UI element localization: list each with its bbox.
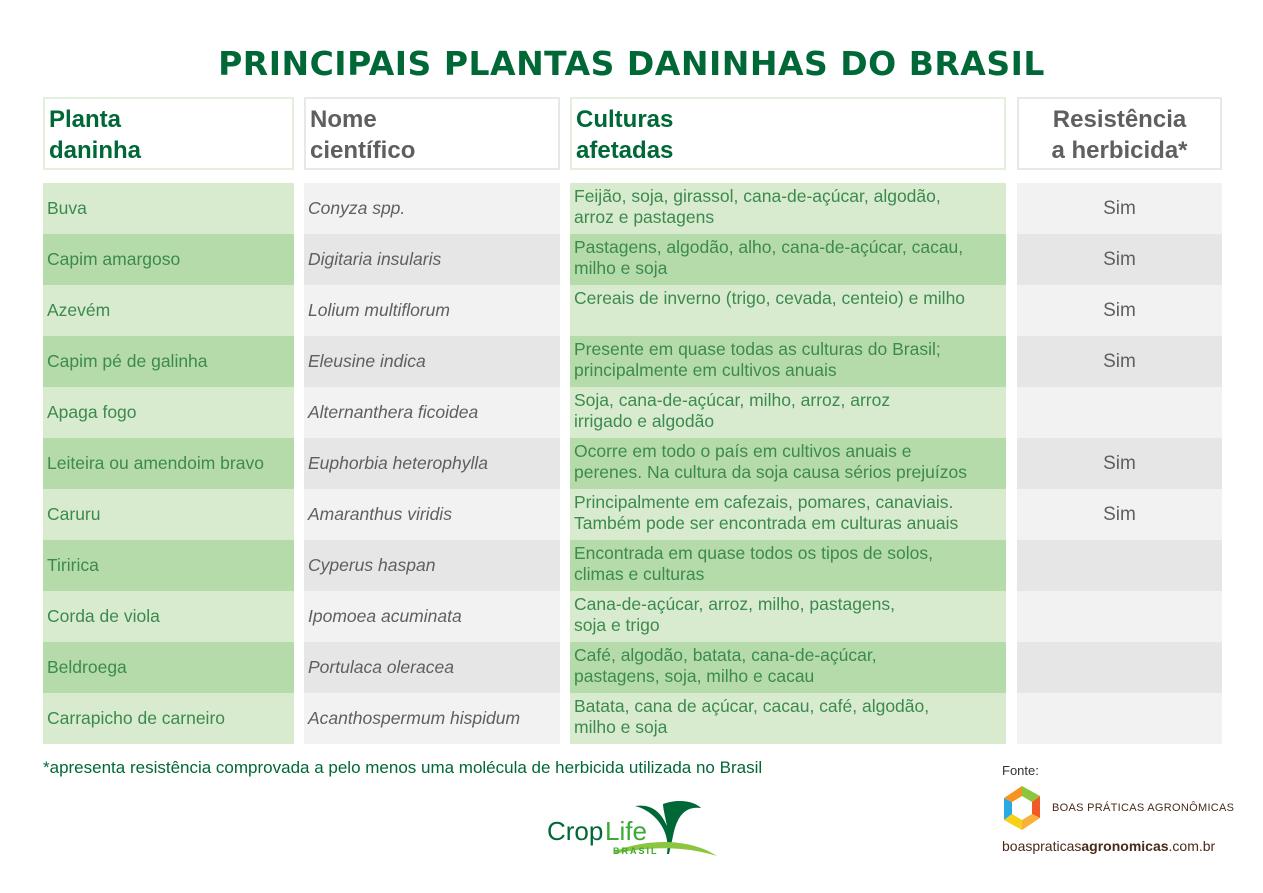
footnote: *apresenta resistência comprovada a pelo… xyxy=(43,758,763,777)
cell-culturas: Cereais de inverno (trigo, cevada, cente… xyxy=(570,285,1006,336)
cell-resistencia: Sim xyxy=(1017,183,1222,234)
source-url[interactable]: boaspraticasagronomicas.com.br xyxy=(1002,838,1215,854)
cell-culturas: Ocorre em todo o país em cultivos anuais… xyxy=(570,438,1006,489)
cell-nome: Amaranthus viridis xyxy=(304,489,560,540)
cell-culturas: Principalmente em cafezais, pomares, can… xyxy=(570,489,1006,540)
cell-line: perenes. Na cultura da soja causa sérios… xyxy=(574,462,967,482)
header-planta: Planta daninha xyxy=(43,97,294,170)
cell-line: Cana-de-açúcar, arroz, milho, pastagens, xyxy=(574,594,895,614)
header-line: a herbicida* xyxy=(1051,137,1188,164)
cell-resistencia xyxy=(1017,642,1222,693)
cell-line: Pastagens, algodão, alho, cana-de-açúcar… xyxy=(574,237,964,257)
cell-culturas: Batata, cana de açúcar, cacau, café, alg… xyxy=(570,693,1006,744)
cell-planta: Corda de viola xyxy=(43,591,294,642)
header-line: Nome xyxy=(310,106,377,133)
header-line: afetadas xyxy=(576,137,674,164)
column-culturas: Feijão, soja, girassol, cana-de-açúcar, … xyxy=(570,183,1006,744)
cell-line: Principalmente em cafezais, pomares, can… xyxy=(574,492,954,512)
cell-nome: Conyza spp. xyxy=(304,183,560,234)
header-resistencia: Resistência a herbicida* xyxy=(1017,97,1222,170)
cell-nome: Ipomoea acuminata xyxy=(304,591,560,642)
header-culturas: Culturas afetadas xyxy=(570,97,1006,170)
cell-resistencia xyxy=(1017,693,1222,744)
cell-planta: Caruru xyxy=(43,489,294,540)
cell-line: Batata, cana de açúcar, cacau, café, alg… xyxy=(574,696,930,716)
bpa-mark-icon xyxy=(1004,786,1040,830)
bpa-name: BOAS PRÁTICAS AGRONÔMICAS xyxy=(1052,802,1235,814)
page-title: PRINCIPAIS PLANTAS DANINHAS DO BRASIL xyxy=(218,44,1045,83)
header-nome: Nome científico xyxy=(304,97,560,170)
cell-resistencia xyxy=(1017,387,1222,438)
cell-resistencia: Sim xyxy=(1017,489,1222,540)
ground-arc-icon xyxy=(615,841,717,856)
cell-line: Cereais de inverno (trigo, cevada, cente… xyxy=(574,288,966,308)
cell-planta: Azevém xyxy=(43,285,294,336)
cell-nome: Alternanthera ficoidea xyxy=(304,387,560,438)
column-nome: Conyza spp. Digitaria insularis Lolium mul… xyxy=(304,183,560,744)
cell-resistencia xyxy=(1017,540,1222,591)
header-line: científico xyxy=(310,137,416,164)
cell-planta: Leiteira ou amendoim bravo xyxy=(43,438,294,489)
cell-line: Encontrada em quase todos os tipos de so… xyxy=(574,543,933,563)
cell-planta: Capim pé de galinha xyxy=(43,336,294,387)
cell-planta: Carrapicho de carneiro xyxy=(43,693,294,744)
cell-planta: Beldroega xyxy=(43,642,294,693)
cell-line: principalmente em cultivos anuais xyxy=(574,360,837,380)
cell-planta: Buva xyxy=(43,183,294,234)
cell-line: milho e soja xyxy=(574,717,668,737)
cell-nome: Cyperus haspan xyxy=(304,540,560,591)
cell-line: Também pode ser encontrada em culturas a… xyxy=(574,513,959,533)
croplife-logo: Crop Life BRASIL xyxy=(547,801,717,856)
header-line: Culturas xyxy=(576,106,674,133)
logo-crop: Crop xyxy=(547,816,603,846)
cell-line: pastagens, soja, milho e cacau xyxy=(574,666,815,686)
logo-life: Life xyxy=(605,816,647,846)
url-part: .com.br xyxy=(1168,838,1216,854)
cell-line: Feijão, soja, girassol, cana-de-açúcar, … xyxy=(574,186,941,206)
cell-line: Soja, cana-de-açúcar, milho, arroz, arro… xyxy=(574,390,891,410)
bpa-logo: BOAS PRÁTICAS AGRONÔMICAS xyxy=(1002,786,1234,830)
cell-line: milho e soja xyxy=(574,258,668,278)
header-line: Resistência xyxy=(1052,106,1187,133)
cell-nome: Acanthospermum hispidum xyxy=(304,693,560,744)
cell-culturas: Feijão, soja, girassol, cana-de-açúcar, … xyxy=(570,183,1006,234)
source-label: Fonte: xyxy=(1002,763,1039,778)
cell-planta: Capim amargoso xyxy=(43,234,294,285)
cell-planta: Apaga fogo xyxy=(43,387,294,438)
cell-resistencia: Sim xyxy=(1017,438,1222,489)
cell-nome: Euphorbia heterophylla xyxy=(304,438,560,489)
cell-line: arroz e pastagens xyxy=(574,207,715,227)
cell-resistencia: Sim xyxy=(1017,285,1222,336)
cell-resistencia xyxy=(1017,591,1222,642)
url-part: boaspraticas xyxy=(1002,838,1082,854)
cell-culturas: Pastagens, algodão, alho, cana-de-açúcar… xyxy=(570,234,1006,285)
sprout-icon xyxy=(635,801,701,854)
cell-nome: Portulaca oleracea xyxy=(304,642,560,693)
cell-line: Ocorre em todo o país em cultivos anuais… xyxy=(574,441,912,461)
cell-planta: Tiririca xyxy=(43,540,294,591)
cell-culturas: Café, algodão, batata, cana-de-açúcar, pa… xyxy=(570,642,1006,693)
header-line: daninha xyxy=(49,137,142,164)
cell-nome: Eleusine indica xyxy=(304,336,560,387)
cell-culturas: Presente em quase todas as culturas do B… xyxy=(570,336,1006,387)
cell-nome: Digitaria insularis xyxy=(304,234,560,285)
column-planta: Buva Capim amargoso Azevém Capim pé de gali… xyxy=(43,183,294,744)
cell-culturas: Encontrada em quase todos os tipos de so… xyxy=(570,540,1006,591)
cell-line: Café, algodão, batata, cana-de-açúcar, xyxy=(574,645,877,665)
cell-resistencia: Sim xyxy=(1017,234,1222,285)
url-part: agronomicas xyxy=(1081,838,1169,854)
cell-line: climas e culturas xyxy=(574,564,705,584)
cell-culturas: Cana-de-açúcar, arroz, milho, pastagens,… xyxy=(570,591,1006,642)
cell-nome: Lolium multiflorum xyxy=(304,285,560,336)
cell-line: soja e trigo xyxy=(574,615,660,635)
logo-brasil: BRASIL xyxy=(613,846,659,856)
column-resistencia: Sim Sim Sim Sim Sim Sim xyxy=(1017,183,1222,744)
header-line: Planta xyxy=(49,106,122,133)
cell-culturas: Soja, cana-de-açúcar, milho, arroz, arro… xyxy=(570,387,1006,438)
cell-line: irrigado e algodão xyxy=(574,411,715,431)
cell-resistencia: Sim xyxy=(1017,336,1222,387)
cell-line: Presente em quase todas as culturas do B… xyxy=(574,339,941,359)
